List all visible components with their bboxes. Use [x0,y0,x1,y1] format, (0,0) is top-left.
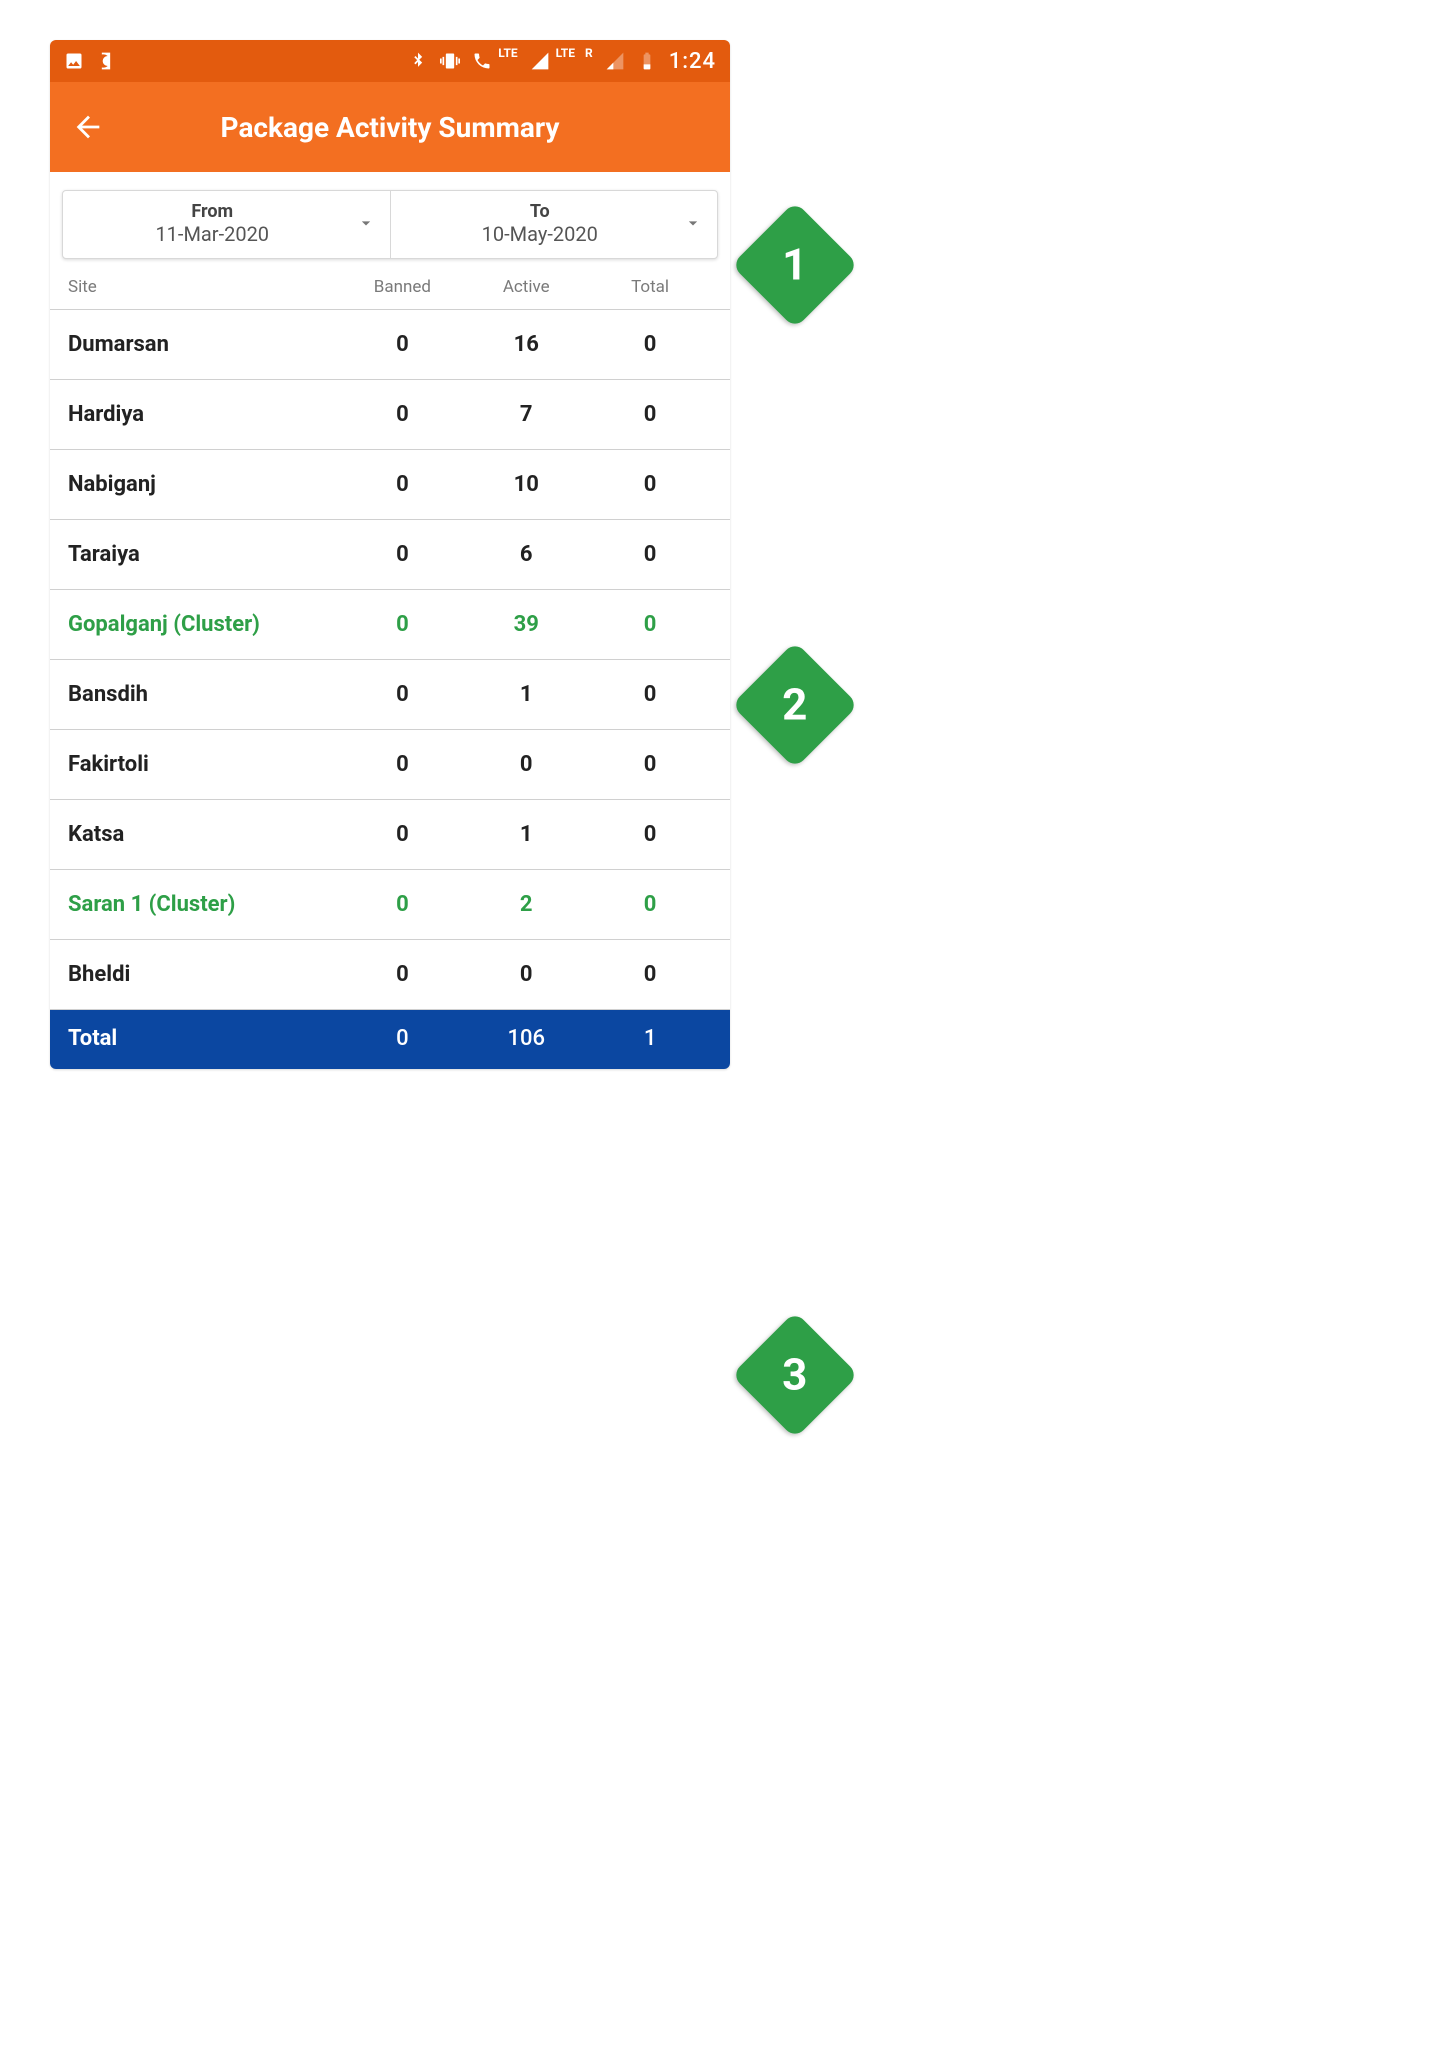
table-header: Site Banned Active Total [50,259,730,301]
table-row[interactable]: Dumarsan0160 [50,309,730,380]
cell-active: 7 [464,402,588,427]
cell-active: 16 [464,332,588,357]
cell-total: 0 [588,332,712,357]
from-value: 11-Mar-2020 [79,222,346,246]
total-label: Total [68,1026,340,1051]
from-label: From [79,201,346,222]
total-active: 106 [464,1026,588,1051]
cell-banned: 0 [340,542,464,567]
table-row[interactable]: Nabiganj0100 [50,450,730,520]
annotation-badge-3: 3 [731,1311,858,1438]
cell-banned: 0 [340,822,464,847]
header-site: Site [68,277,340,297]
signal-low-icon [605,51,625,71]
cell-site: Dumarsan [68,332,340,357]
cell-total: 0 [588,402,712,427]
cell-total: 0 [588,752,712,777]
phone-frame: LTE LTE R 1:24 Package Activity Summary [50,40,730,1069]
cell-active: 6 [464,542,588,567]
cell-banned: 0 [340,752,464,777]
table-row[interactable]: Saran 1 (Cluster)020 [50,870,730,940]
roaming-label: R [585,46,593,60]
bluetooth-icon [408,51,428,71]
table-row[interactable]: Katsa010 [50,800,730,870]
cell-site: Hardiya [68,402,340,427]
back-button[interactable] [70,109,106,145]
cell-total: 0 [588,822,712,847]
table-row[interactable]: Gopalganj (Cluster)0390 [50,590,730,660]
status-bar: LTE LTE R 1:24 [50,40,730,82]
cell-total: 0 [588,472,712,497]
cell-banned: 0 [340,962,464,987]
cell-site: Bansdih [68,682,340,707]
table-body: Dumarsan0160Hardiya070Nabiganj0100Taraiy… [50,309,730,1010]
to-date-picker[interactable]: To 10-May-2020 [390,191,718,258]
annotation-number: 1 [782,239,807,291]
cell-site: Taraiya [68,542,340,567]
cell-banned: 0 [340,892,464,917]
page-title: Package Activity Summary [221,111,560,144]
cell-active: 0 [464,962,588,987]
cell-active: 39 [464,612,588,637]
header-active: Active [464,277,588,297]
vibration-icon [440,51,460,71]
cell-banned: 0 [340,472,464,497]
cell-banned: 0 [340,612,464,637]
clock-time: 1:24 [669,49,716,74]
date-range-card: From 11-Mar-2020 To 10-May-2020 [62,190,718,259]
from-date-picker[interactable]: From 11-Mar-2020 [63,191,390,258]
cell-total: 0 [588,612,712,637]
table-row[interactable]: Hardiya070 [50,380,730,450]
cell-site: Fakirtoli [68,752,340,777]
total-total: 1 [588,1026,712,1051]
cell-total: 0 [588,682,712,707]
cell-banned: 0 [340,332,464,357]
header-banned: Banned [340,277,464,297]
cell-total: 0 [588,892,712,917]
moon-icon [96,51,116,71]
table-row[interactable]: Bheldi000 [50,940,730,1010]
total-row: Total 0 106 1 [50,1010,730,1069]
table-row[interactable]: Bansdih010 [50,660,730,730]
annotation-badge-2: 2 [731,641,858,768]
screenshot-stage: LTE LTE R 1:24 Package Activity Summary [50,40,880,1069]
lte-label-2: LTE [556,46,575,60]
annotation-number: 2 [782,679,807,731]
lte-label-1: LTE [498,46,517,60]
cell-site: Nabiganj [68,472,340,497]
signal-icon [530,51,550,71]
app-bar: Package Activity Summary [50,82,730,172]
to-value: 10-May-2020 [407,222,674,246]
header-total: Total [588,277,712,297]
battery-icon [637,51,657,71]
cell-banned: 0 [340,402,464,427]
cell-active: 10 [464,472,588,497]
cell-total: 0 [588,962,712,987]
annotation-number: 3 [782,1349,807,1401]
cell-active: 1 [464,682,588,707]
cell-active: 0 [464,752,588,777]
cell-total: 0 [588,542,712,567]
cell-site: Gopalganj (Cluster) [68,612,340,637]
call-lte-icon [472,51,492,71]
cell-site: Bheldi [68,962,340,987]
cell-site: Katsa [68,822,340,847]
cell-banned: 0 [340,682,464,707]
annotation-badge-1: 1 [731,201,858,328]
cell-active: 1 [464,822,588,847]
picture-icon [64,51,84,71]
chevron-down-icon [356,213,376,237]
to-label: To [407,201,674,222]
table-row[interactable]: Taraiya060 [50,520,730,590]
total-banned: 0 [340,1026,464,1051]
cell-active: 2 [464,892,588,917]
table-row[interactable]: Fakirtoli000 [50,730,730,800]
chevron-down-icon [683,213,703,237]
cell-site: Saran 1 (Cluster) [68,892,340,917]
